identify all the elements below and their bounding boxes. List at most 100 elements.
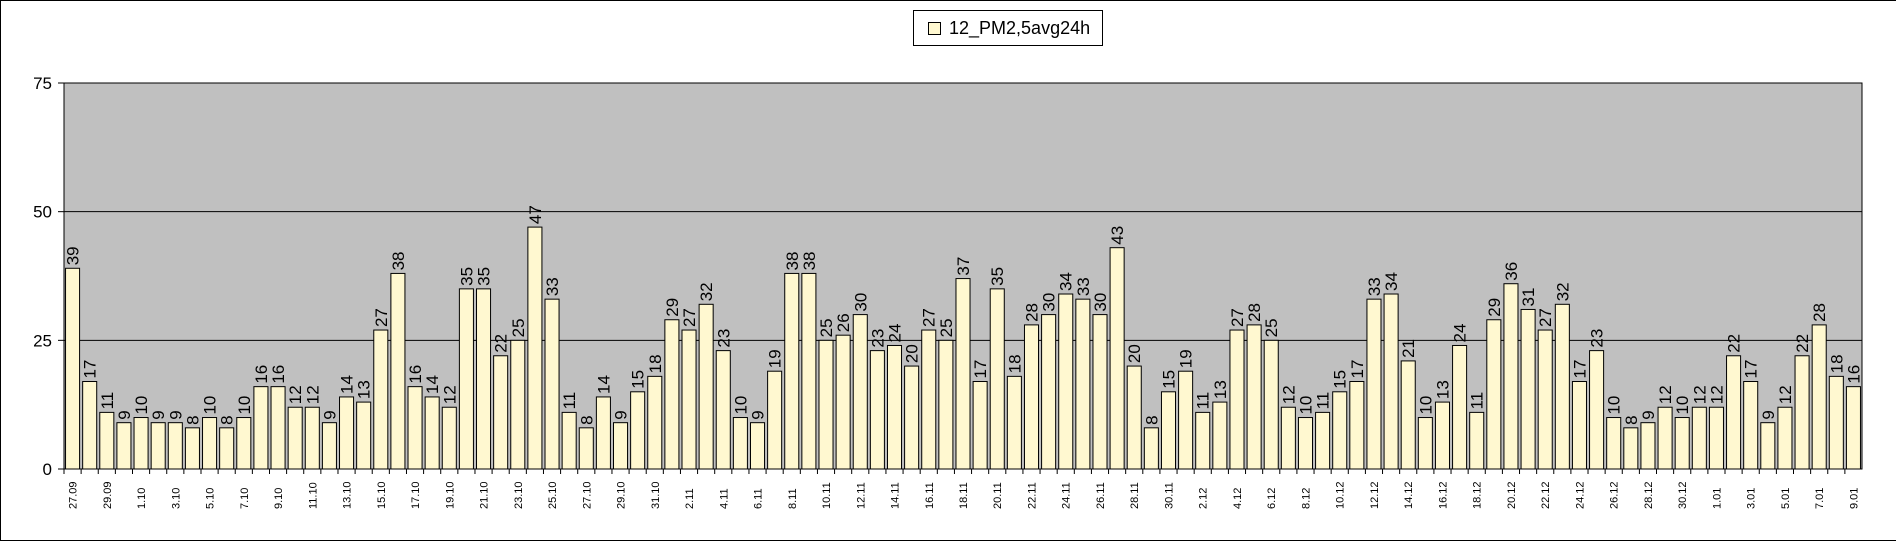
bar: [1092, 314, 1108, 470]
data-label: 23: [868, 329, 887, 348]
x-tick-label: 8.12: [1300, 488, 1312, 509]
bar: [441, 406, 457, 470]
data-label: 17: [971, 360, 990, 379]
bar: [1845, 386, 1861, 470]
data-label: 24: [1451, 324, 1470, 343]
data-label: 12: [286, 385, 305, 404]
bar: [732, 417, 748, 470]
bar: [236, 417, 252, 470]
data-label: 25: [509, 318, 528, 337]
x-tick-label: 6.12: [1266, 488, 1278, 509]
data-label: 35: [475, 267, 494, 286]
data-label: 16: [406, 365, 425, 384]
bar: [270, 386, 286, 470]
x-tick-label: 10.12: [1335, 481, 1347, 509]
bar: [1383, 293, 1399, 470]
bar: [253, 386, 269, 470]
legend-label: 12_PM2,5avg24h: [949, 17, 1091, 38]
bar: [818, 339, 834, 470]
data-label: 39: [64, 246, 83, 265]
data-label: 27: [920, 308, 939, 327]
bar: [647, 375, 663, 470]
data-label: 27: [1228, 308, 1247, 327]
data-label: 12: [1707, 385, 1726, 404]
data-label: 20: [1125, 344, 1144, 363]
bar: [407, 386, 423, 470]
bar: [1143, 427, 1159, 470]
data-label: 19: [1177, 349, 1196, 368]
bar: [1674, 417, 1690, 470]
data-label: 9: [612, 410, 631, 419]
x-tick-label: 28.11: [1129, 482, 1141, 509]
bar: [1126, 365, 1142, 470]
data-label: 13: [355, 380, 374, 399]
data-label: 28: [1245, 303, 1264, 322]
bar: [65, 267, 81, 470]
data-label: 33: [543, 277, 562, 296]
data-label: 34: [1057, 272, 1076, 291]
bar: [1554, 303, 1570, 470]
data-label: 18: [646, 354, 665, 373]
x-tick-label: 9.10: [273, 488, 285, 509]
data-label: 30: [1040, 293, 1059, 312]
y-tick-label: 25: [33, 331, 52, 350]
x-tick-label: 9.01: [1848, 488, 1860, 509]
bar: [544, 298, 560, 470]
bar: [801, 272, 817, 470]
y-tick-label: 50: [33, 203, 52, 222]
bar: [852, 314, 868, 470]
data-label: 35: [457, 267, 476, 286]
data-label: 9: [320, 410, 339, 419]
x-tick-label: 4.12: [1232, 488, 1244, 509]
data-label: 9: [749, 410, 768, 419]
bar: [527, 226, 543, 470]
bar: [1777, 406, 1793, 470]
data-label: 27: [680, 308, 699, 327]
bar: [1246, 324, 1262, 470]
x-tick-label: 11.10: [307, 482, 319, 509]
bar: [1417, 417, 1433, 470]
bar: [1212, 401, 1228, 470]
bar: [1366, 298, 1382, 470]
x-tick-label: 18.12: [1472, 481, 1484, 509]
bar: [955, 278, 971, 470]
data-label: 38: [389, 252, 408, 271]
data-label: 12: [440, 385, 459, 404]
data-label: 10: [1416, 396, 1435, 415]
bar: [167, 422, 183, 470]
x-tick-label: 5.01: [1780, 488, 1792, 509]
data-label: 17: [1742, 360, 1761, 379]
data-label: 33: [1074, 277, 1093, 296]
bar: [82, 381, 98, 470]
y-tick-label: 75: [33, 74, 52, 93]
x-tick-label: 22.12: [1540, 481, 1552, 509]
bar: [835, 334, 851, 470]
data-label: 12: [1656, 385, 1675, 404]
bar: [1075, 298, 1091, 470]
bar: [1280, 406, 1296, 470]
x-tick-label: 10.11: [821, 482, 833, 509]
data-label: 29: [663, 298, 682, 317]
x-tick-label: 3.10: [170, 488, 182, 509]
bar: [339, 396, 355, 470]
data-label: 10: [201, 396, 220, 415]
bar: [886, 344, 903, 470]
data-label: 32: [697, 282, 716, 301]
bar: [1452, 344, 1468, 470]
data-label: 14: [338, 375, 357, 394]
data-label: 15: [1331, 370, 1350, 389]
x-tick-label: 12.11: [855, 482, 867, 509]
bar: [1160, 391, 1177, 470]
data-label: 8: [218, 415, 237, 424]
data-label: 16: [269, 365, 288, 384]
x-tick-label: 14.12: [1403, 481, 1415, 509]
data-label: 9: [166, 410, 185, 419]
bar: [715, 350, 731, 470]
bar: [1708, 406, 1724, 470]
bar: [1606, 417, 1622, 470]
data-label: 9: [115, 410, 134, 419]
x-tick-label: 24.11: [1061, 482, 1073, 509]
data-label: 35: [988, 267, 1007, 286]
bar: [1623, 427, 1639, 470]
bar: [287, 406, 303, 470]
